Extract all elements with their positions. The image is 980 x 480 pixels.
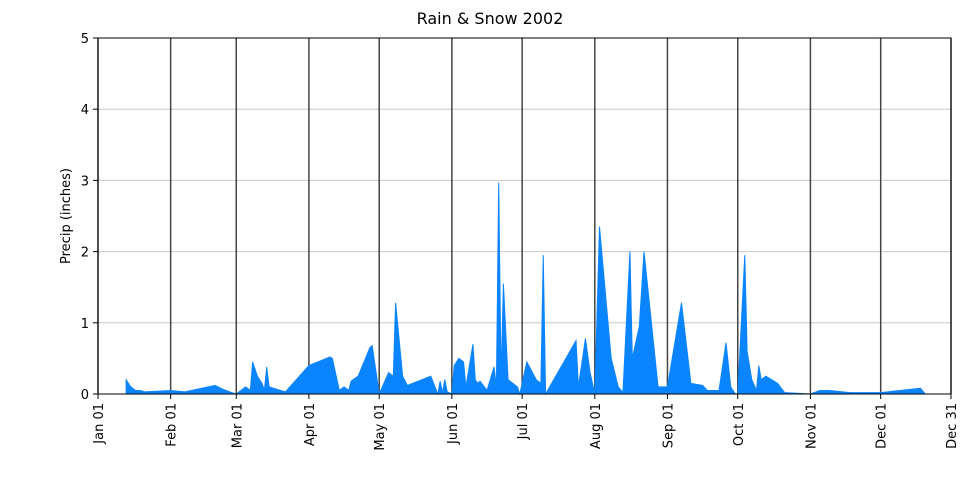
x-tick-label: Aug 01 (589, 403, 604, 449)
y-tick-label: 0 (81, 388, 89, 403)
x-tick-label: Apr 01 (303, 403, 318, 446)
x-tick-label: Jun 01 (446, 403, 461, 445)
chart-title: Rain & Snow 2002 (417, 9, 564, 28)
x-tick-label: Jul 01 (516, 403, 531, 440)
y-tick-label: 2 (81, 246, 89, 261)
x-tick-label: Oct 01 (732, 403, 747, 446)
x-tick-label: Feb 01 (165, 403, 180, 447)
y-axis-label: Precip (inches) (59, 168, 74, 264)
y-tick-label: 4 (81, 103, 89, 118)
x-tick-label: May 01 (373, 403, 388, 451)
area (125, 182, 927, 396)
y-tick-label: 5 (81, 32, 89, 47)
y-tick-label: 1 (81, 317, 89, 332)
x-tick-label: Sep 01 (661, 403, 676, 448)
x-tick-label: Jan 01 (92, 403, 107, 445)
plot-frame (97, 37, 952, 395)
y-tick-label: 3 (81, 174, 89, 189)
x-tick-label: Nov 01 (804, 403, 819, 449)
x-tick-label: Dec 01 (875, 403, 890, 449)
x-tick-label: Mar 01 (230, 403, 245, 448)
x-tick-label: Dec 31 (945, 403, 960, 449)
